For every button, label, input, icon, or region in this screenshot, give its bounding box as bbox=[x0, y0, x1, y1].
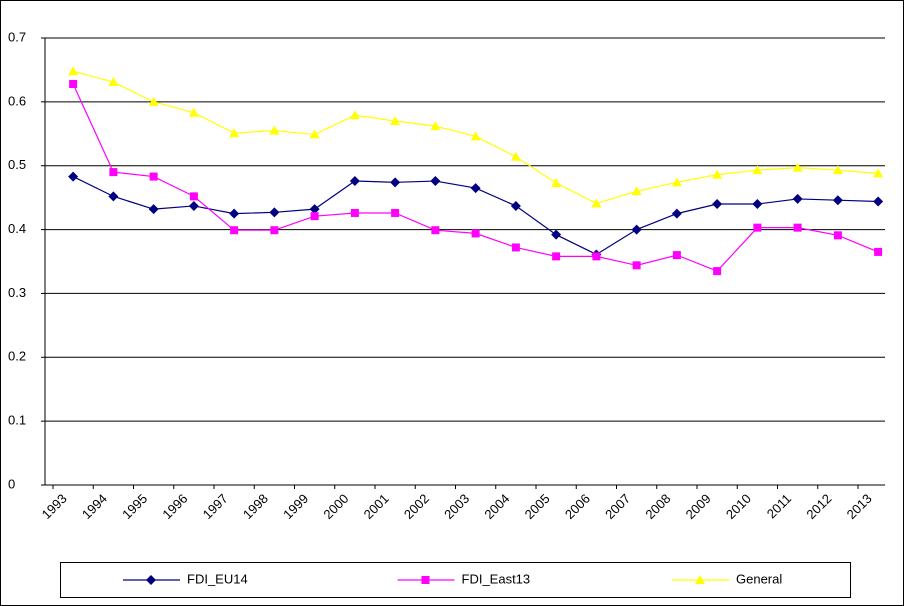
marker bbox=[511, 243, 520, 252]
marker bbox=[269, 125, 280, 135]
y-tick-label: 0 bbox=[8, 476, 15, 491]
legend-label: FDI_East13 bbox=[462, 571, 531, 586]
marker bbox=[471, 229, 480, 238]
marker bbox=[832, 195, 843, 206]
marker bbox=[752, 199, 763, 210]
marker bbox=[510, 200, 521, 211]
y-tick-label: 0.4 bbox=[8, 221, 26, 236]
marker bbox=[69, 79, 78, 88]
marker bbox=[792, 162, 803, 172]
marker bbox=[270, 226, 279, 235]
marker bbox=[149, 172, 158, 181]
marker bbox=[391, 208, 400, 217]
marker bbox=[68, 66, 79, 76]
marker bbox=[310, 212, 319, 221]
marker bbox=[431, 226, 440, 235]
marker bbox=[421, 576, 430, 584]
marker bbox=[712, 199, 723, 210]
marker bbox=[230, 226, 239, 235]
marker bbox=[188, 107, 199, 117]
marker bbox=[470, 131, 481, 141]
marker bbox=[148, 204, 159, 215]
marker bbox=[109, 168, 118, 177]
legend-label: FDI_EU14 bbox=[187, 571, 248, 586]
marker bbox=[671, 177, 682, 187]
marker bbox=[349, 176, 360, 187]
marker bbox=[108, 191, 119, 202]
marker bbox=[390, 116, 401, 126]
marker bbox=[552, 252, 561, 261]
marker bbox=[752, 165, 763, 175]
marker bbox=[632, 261, 641, 270]
marker bbox=[753, 223, 762, 232]
marker bbox=[350, 208, 359, 217]
marker bbox=[631, 186, 642, 196]
marker bbox=[229, 208, 240, 219]
marker bbox=[430, 121, 441, 131]
y-tick-label: 0.2 bbox=[8, 349, 26, 364]
marker bbox=[793, 223, 802, 232]
y-tick-label: 0.6 bbox=[8, 93, 26, 108]
marker bbox=[631, 224, 642, 235]
y-tick-label: 0.5 bbox=[8, 157, 26, 172]
marker bbox=[671, 208, 682, 219]
y-tick-label: 0.1 bbox=[8, 413, 26, 428]
marker bbox=[430, 176, 441, 187]
marker bbox=[592, 252, 601, 261]
y-tick-label: 0.3 bbox=[8, 285, 26, 300]
marker bbox=[713, 267, 722, 276]
legend-item: FDI_EU14 bbox=[123, 571, 248, 586]
marker bbox=[832, 165, 843, 175]
marker bbox=[470, 183, 481, 194]
marker bbox=[108, 77, 119, 87]
marker bbox=[68, 171, 79, 182]
marker bbox=[551, 177, 562, 187]
marker bbox=[712, 169, 723, 179]
marker bbox=[189, 192, 198, 201]
marker bbox=[833, 231, 842, 240]
marker bbox=[269, 207, 280, 218]
marker bbox=[672, 251, 681, 260]
marker bbox=[349, 110, 360, 120]
marker bbox=[873, 196, 884, 207]
marker bbox=[188, 200, 199, 211]
marker bbox=[874, 247, 883, 256]
marker bbox=[792, 193, 803, 204]
marker bbox=[146, 575, 156, 585]
y-tick-label: 0.7 bbox=[8, 29, 26, 44]
marker bbox=[873, 168, 884, 178]
marker bbox=[309, 204, 320, 215]
marker bbox=[229, 128, 240, 138]
marker bbox=[591, 198, 602, 208]
marker bbox=[309, 129, 320, 139]
marker bbox=[510, 151, 521, 161]
marker bbox=[390, 177, 401, 188]
marker bbox=[551, 229, 562, 240]
legend-label: General bbox=[736, 571, 782, 586]
marker bbox=[148, 96, 159, 106]
legend-item: FDI_East13 bbox=[397, 571, 531, 586]
marker bbox=[695, 575, 705, 584]
legend-item: General bbox=[672, 571, 782, 586]
